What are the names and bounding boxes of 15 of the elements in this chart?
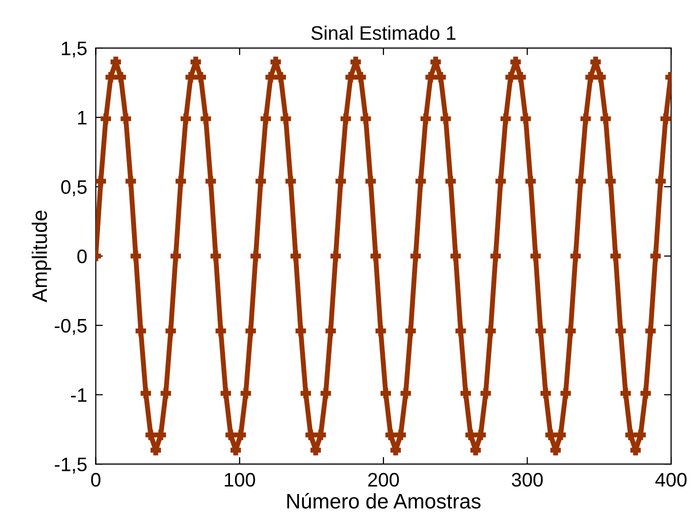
x-tick-label: 0	[91, 472, 100, 487]
y-tick-label: -0,5	[54, 318, 87, 335]
y-axis-title: Amplitude	[32, 210, 52, 302]
x-axis-title: Número de Amostras	[287, 493, 481, 509]
y-tick-label: 1	[78, 111, 86, 124]
chart-title: Sinal Estimado 1	[311, 26, 456, 40]
y-tick-label: -1,5	[54, 458, 87, 474]
y-tick-label: -1	[71, 388, 86, 402]
x-tick-label: 400	[655, 472, 687, 487]
y-tick-label: 0	[77, 250, 87, 264]
y-tick-label: 1,5	[62, 42, 87, 58]
x-tick-label: 200	[368, 472, 399, 487]
x-tick-label: 300	[512, 472, 543, 487]
x-tick-label: 100	[224, 472, 256, 487]
y-tick-label: 0,5	[61, 180, 87, 196]
